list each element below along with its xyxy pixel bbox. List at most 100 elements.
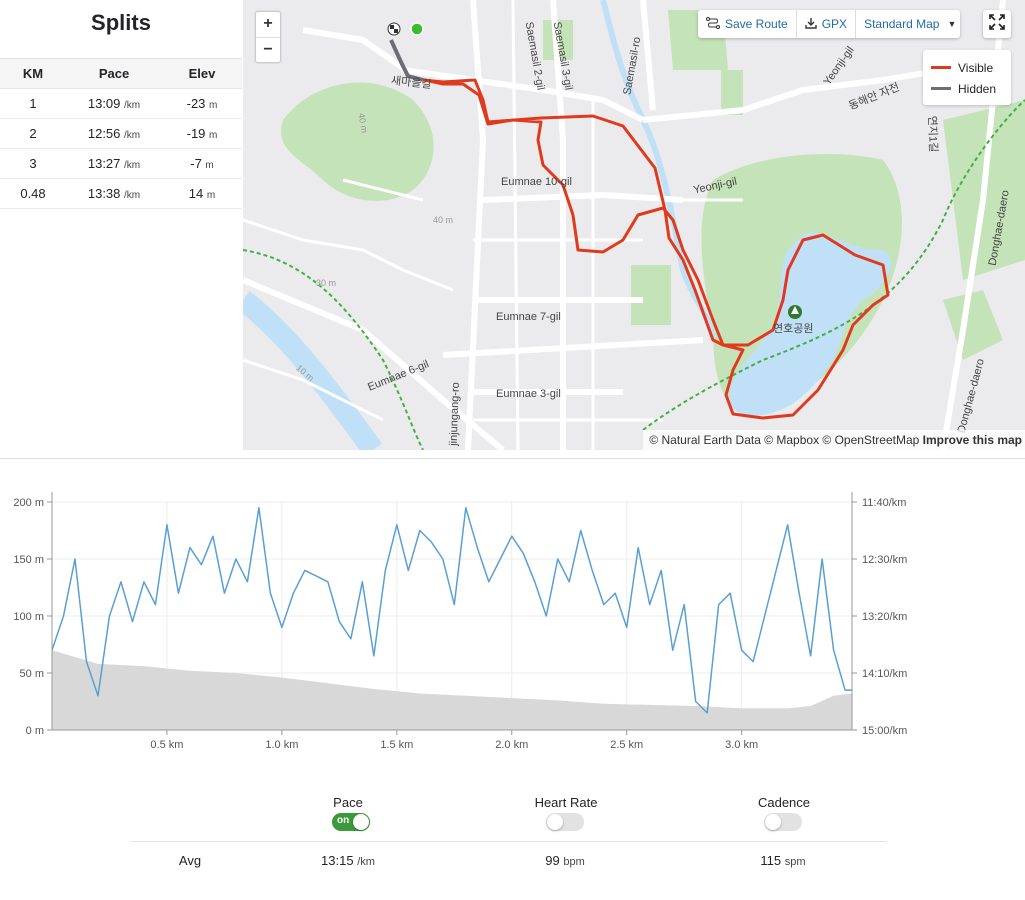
park-field	[721, 70, 743, 115]
map-style-label: Standard Map	[864, 17, 940, 31]
toggle-knob	[353, 814, 369, 830]
heart-rate-toggle-label: Heart Rate	[534, 795, 598, 810]
toggle-knob	[765, 814, 781, 830]
improve-map-link[interactable]: Improve this map	[922, 433, 1022, 447]
splits-title: Splits	[91, 10, 151, 35]
sports-field	[631, 265, 671, 325]
y-tick-label-right: 11:40/km	[862, 497, 906, 509]
legend-visible: Visible	[931, 57, 1003, 78]
elevation-area	[52, 650, 852, 730]
road-label-yeonji-kr: 연지1길	[925, 115, 939, 153]
start-marker	[410, 22, 424, 36]
split-km: 3	[0, 148, 66, 179]
toggle-knob	[547, 814, 563, 830]
x-tick-label: 3.0 km	[725, 739, 758, 751]
cadence-toggle-label: Cadence	[757, 795, 811, 810]
y-tick-label-right: 14:10/km	[862, 668, 907, 680]
download-icon	[805, 17, 817, 32]
split-km: 0.48	[0, 178, 66, 209]
map-style-dropdown[interactable]: Standard Map ▼	[856, 10, 960, 38]
cycle-path	[642, 99, 1025, 431]
y-tick-label-left: 0 m	[26, 725, 44, 737]
park-area-south-east	[943, 290, 1003, 360]
x-tick-label: 1.0 km	[265, 739, 298, 751]
split-elev: -7 m	[162, 148, 242, 179]
route-visible	[422, 78, 890, 420]
zoom-controls: + −	[255, 11, 281, 63]
y-tick-label-left: 150 m	[13, 554, 44, 566]
toggle-on-text: on	[337, 815, 350, 826]
x-tick-label: 2.0 km	[495, 739, 528, 751]
legend-hidden: Hidden	[931, 78, 1003, 99]
y-tick-label-right: 13:20/km	[862, 611, 907, 623]
km-header: KM	[0, 58, 66, 89]
save-route-label: Save Route	[725, 17, 788, 31]
splits-header-row: KM Pace Elev	[0, 58, 242, 89]
route-legend: Visible Hidden	[923, 50, 1011, 105]
gpx-button[interactable]: GPX	[797, 10, 857, 38]
minor-roads	[243, 0, 743, 450]
zoom-out-button[interactable]: −	[256, 37, 280, 62]
avg-pace: 13:15 /km	[268, 853, 428, 868]
avg-hr-unit: bpm	[563, 856, 585, 868]
save-route-button[interactable]: Save Route	[698, 10, 797, 38]
avg-pace-value: 13:15	[321, 853, 354, 868]
split-km: 1	[0, 88, 66, 119]
finish-flag-marker	[387, 22, 401, 36]
avg-heart-rate: 99 bpm	[485, 853, 645, 868]
fullscreen-button[interactable]	[983, 10, 1011, 38]
park-area-west	[281, 82, 434, 201]
route-map[interactable]: Eumnae 10-gil Eumnae 7-gil Eumnae 6-gil …	[243, 0, 1025, 450]
legend-visible-swatch	[931, 66, 951, 69]
map-attribution: © Natural Earth Data © Mapbox © OpenStre…	[643, 430, 1025, 450]
avg-label: Avg	[178, 853, 202, 868]
split-pace: 13:38 /km	[66, 178, 162, 209]
split-pace: 12:56 /km	[66, 118, 162, 149]
cadence-toggle[interactable]	[764, 813, 802, 831]
road-label-eumnae10: Eumnae 10-gil	[501, 176, 572, 188]
legend-hidden-swatch	[931, 87, 951, 90]
split-elev: 14 m	[162, 178, 242, 209]
lake	[729, 232, 892, 416]
pace-toggle[interactable]: on	[332, 813, 370, 831]
attribution-text[interactable]: © Natural Earth Data © Mapbox © OpenStre…	[649, 433, 920, 447]
split-row: 1 13:09 /km -23 m	[0, 88, 242, 119]
elevation-pace-chart[interactable]: 0 m 15:00/km 50 m 14:10/km 100 m 13:20/km 150 …	[0, 458, 1025, 758]
river	[243, 291, 382, 450]
caret-down-icon: ▼	[947, 19, 957, 29]
cycle-path-west	[243, 249, 424, 450]
x-tick-label: 2.5 km	[610, 739, 643, 751]
avg-cadence-unit: spm	[784, 856, 806, 868]
road-label-eumnae7: Eumnae 7-gil	[496, 311, 561, 323]
zoom-in-button[interactable]: +	[263, 15, 273, 32]
split-row: 0.48 13:38 /km 14 m	[0, 178, 242, 209]
split-row: 2 12:56 /km -19 m	[0, 118, 242, 149]
avg-cadence-value: 115	[760, 853, 782, 868]
avg-pace-unit: /km	[357, 856, 375, 868]
split-pace: 13:27 /km	[66, 148, 162, 179]
pace-toggle-label: Pace	[333, 795, 363, 810]
y-tick-label-left: 50 m	[20, 668, 44, 680]
split-elev: -23 m	[162, 88, 242, 119]
road-label-jungang: jinjungang-ro	[447, 382, 462, 446]
route-icon	[706, 16, 720, 32]
stats-divider	[130, 841, 887, 842]
legend-hidden-label: Hidden	[958, 81, 997, 96]
splits-panel: Splits KM Pace Elev 1 13:09 /km -23 m 2 …	[0, 0, 242, 450]
legend-visible-label: Visible	[958, 60, 994, 75]
y-tick-label-left: 200 m	[13, 497, 44, 509]
split-pace: 13:09 /km	[66, 88, 162, 119]
contour-label: 30 m	[316, 278, 337, 288]
elev-header: Elev	[162, 58, 242, 89]
chart-svg: 0 m 15:00/km 50 m 14:10/km 100 m 13:20/km 150 …	[13, 492, 907, 751]
fullscreen-icon	[989, 13, 1005, 35]
x-tick-label: 1.5 km	[380, 739, 413, 751]
split-elev: -19 m	[162, 118, 242, 149]
split-km: 2	[0, 118, 66, 149]
y-tick-label-right: 15:00/km	[862, 725, 907, 737]
park-label: 연호공원	[773, 323, 814, 335]
route-hidden-segment	[389, 39, 424, 82]
pace-header: Pace	[66, 58, 162, 89]
avg-cadence: 115 spm	[703, 853, 863, 868]
heart-rate-toggle[interactable]	[546, 813, 584, 831]
